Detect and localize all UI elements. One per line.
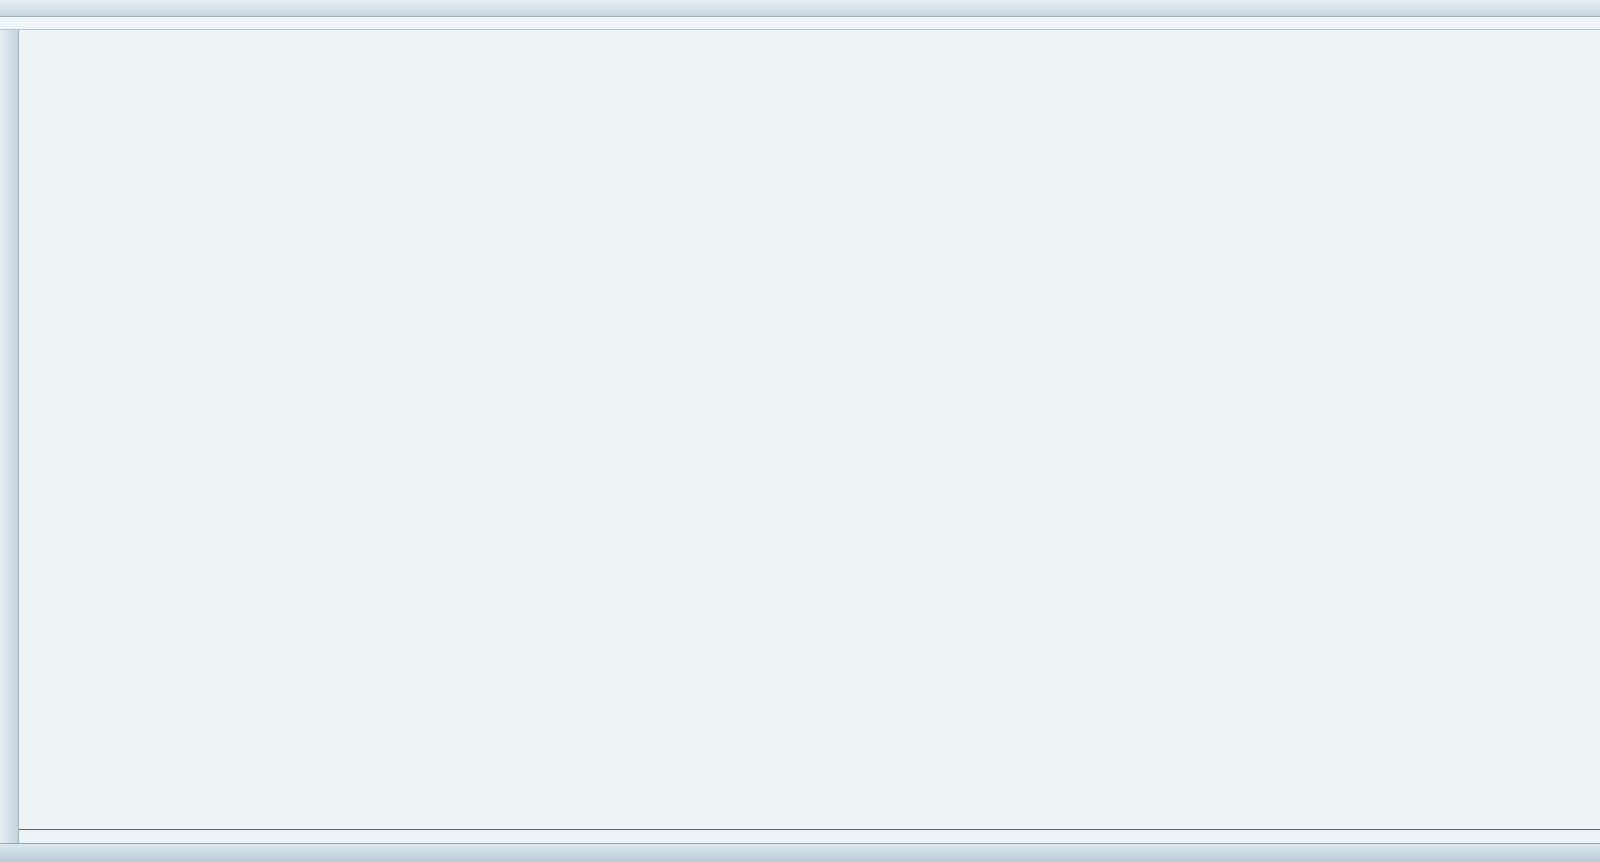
- drawing-tools-sidebar: [0, 30, 19, 843]
- bottom-toolbar: [0, 843, 1600, 862]
- time-axis[interactable]: [0, 829, 1600, 844]
- indicator-toolbar: [0, 17, 1600, 30]
- main-toolbar: [0, 0, 1600, 17]
